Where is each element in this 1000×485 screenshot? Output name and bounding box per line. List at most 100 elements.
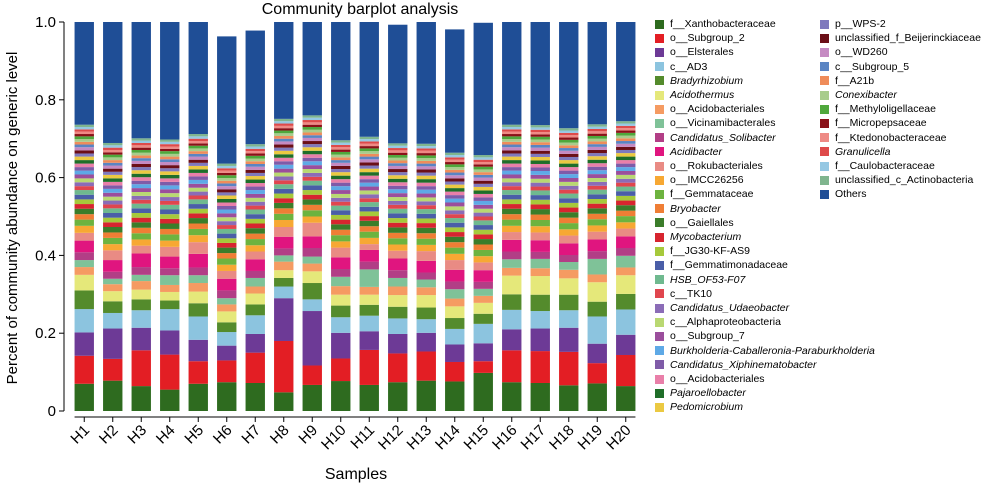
legend-item: Burkholderia-Caballeronia-Paraburkholder… bbox=[655, 344, 875, 358]
bar-segment-H6-1 bbox=[217, 360, 237, 383]
bar-segment-H8-36 bbox=[274, 125, 294, 129]
bar-segment-H9-21 bbox=[302, 169, 322, 173]
bar-segment-H6-34 bbox=[217, 175, 237, 178]
bar-segment-H12-10 bbox=[388, 250, 408, 259]
bar-segment-H9-30 bbox=[302, 137, 322, 142]
bar-stack-H18 bbox=[559, 22, 579, 411]
bar-segment-H7-7 bbox=[245, 277, 265, 287]
bar-segment-H20-1 bbox=[616, 354, 636, 387]
bar-segment-H20-15 bbox=[616, 200, 636, 206]
bar-segment-H17-4 bbox=[530, 294, 550, 312]
bar-segment-H7-37 bbox=[245, 148, 265, 152]
bar-segment-H11-13 bbox=[359, 226, 379, 232]
bar-segment-H16-21 bbox=[502, 178, 522, 183]
bar-segment-H15-38 bbox=[473, 157, 493, 160]
bar-segment-H19-12 bbox=[587, 219, 607, 226]
bar-segment-H7-33 bbox=[245, 158, 265, 162]
bar-segment-H7-3 bbox=[245, 315, 265, 334]
bar-segment-H14-32 bbox=[445, 169, 465, 173]
bar-segment-H4-31 bbox=[160, 159, 180, 163]
bar-segment-H1-1 bbox=[74, 355, 94, 384]
x-axis-label: Samples bbox=[325, 466, 387, 483]
bar-segment-H8-28 bbox=[274, 147, 294, 151]
x-tick-label-H9: H9 bbox=[295, 422, 321, 448]
bar-segment-H17-14 bbox=[530, 209, 550, 215]
bar-segment-H12-29 bbox=[388, 169, 408, 173]
bar-segment-H4-18 bbox=[160, 204, 180, 210]
bar-segment-H14-13 bbox=[445, 242, 465, 248]
bar-segment-H8-2 bbox=[274, 298, 294, 341]
bar-segment-H7-31 bbox=[245, 163, 265, 167]
legend-item: Bradyrhizobium bbox=[655, 74, 743, 88]
bar-segment-H14-31 bbox=[445, 172, 465, 176]
bar-segment-H10-14 bbox=[331, 224, 351, 230]
bar-segment-H9-12 bbox=[302, 210, 322, 217]
legend-label: o__Subgroup_7 bbox=[670, 330, 745, 343]
bar-segment-H3-34 bbox=[131, 149, 151, 153]
bar-segment-H11-2 bbox=[359, 331, 379, 350]
legend-item: o__IMCC26256 bbox=[655, 173, 744, 187]
bar-segment-H4-19 bbox=[160, 200, 180, 205]
bar-segment-H17-16 bbox=[530, 199, 550, 205]
bar-segment-H20-8 bbox=[616, 248, 636, 256]
bar-segment-H9-8 bbox=[302, 248, 322, 257]
bar-segment-H11-4 bbox=[359, 304, 379, 316]
bar-segment-H14-39 bbox=[445, 152, 465, 156]
bar-segment-H8-18 bbox=[274, 184, 294, 189]
bar-segment-H10-17 bbox=[331, 210, 351, 215]
bar-segment-H14-20 bbox=[445, 210, 465, 215]
bar-segment-H15-35 bbox=[473, 164, 493, 167]
bar-segment-H6-14 bbox=[217, 247, 237, 254]
bar-segment-H3-10 bbox=[131, 245, 151, 254]
bar-segment-H10-32 bbox=[331, 157, 351, 161]
bar-segment-H6-36 bbox=[217, 170, 237, 173]
bar-segment-H13-32 bbox=[416, 160, 436, 164]
bar-segment-H14-8 bbox=[445, 281, 465, 290]
bar-segment-H12-4 bbox=[388, 306, 408, 319]
bar-segment-H8-33 bbox=[274, 133, 294, 136]
bar-segment-H11-15 bbox=[359, 216, 379, 221]
bar-segment-H11-24 bbox=[359, 179, 379, 183]
bar-segment-H4-40 bbox=[160, 22, 180, 140]
legend-swatch bbox=[655, 346, 664, 356]
bar-segment-H4-39 bbox=[160, 139, 180, 142]
bar-segment-H3-31 bbox=[131, 158, 151, 161]
legend-item: Mycobacterium bbox=[655, 230, 741, 244]
bar-segment-H11-26 bbox=[359, 172, 379, 176]
bar-segment-H5-3 bbox=[188, 316, 208, 340]
bar-segment-H20-18 bbox=[616, 186, 636, 192]
bar-segment-H1-36 bbox=[74, 131, 94, 135]
bar-segment-H20-22 bbox=[616, 170, 636, 175]
bar-segment-H9-18 bbox=[302, 180, 322, 186]
bar-segment-H18-13 bbox=[559, 217, 579, 224]
bar-segment-H5-24 bbox=[188, 176, 208, 180]
bar-segment-H8-3 bbox=[274, 286, 294, 299]
bar-segment-H16-3 bbox=[502, 309, 522, 330]
bar-segment-H16-9 bbox=[502, 239, 522, 252]
bar-segment-H10-9 bbox=[331, 257, 351, 270]
bar-segment-H9-40 bbox=[302, 22, 322, 116]
bar-segment-H12-32 bbox=[388, 160, 408, 164]
bar-segment-H13-20 bbox=[416, 201, 436, 206]
bar-segment-H5-25 bbox=[188, 172, 208, 177]
bar-segment-H9-11 bbox=[302, 216, 322, 223]
legend-swatch bbox=[655, 175, 664, 185]
bar-segment-H17-27 bbox=[530, 156, 550, 161]
y-tick-label-0: 0 bbox=[48, 403, 56, 420]
bar-segment-H19-8 bbox=[587, 251, 607, 259]
legend-item: f__Caulobacteraceae bbox=[820, 159, 935, 173]
bar-segment-H11-16 bbox=[359, 211, 379, 217]
bar-segment-H3-33 bbox=[131, 152, 151, 156]
bar-segment-H16-8 bbox=[502, 251, 522, 260]
bar-segment-H4-37 bbox=[160, 144, 180, 147]
bar-segment-H11-29 bbox=[359, 162, 379, 166]
legend-swatch bbox=[655, 218, 664, 228]
bar-segment-H19-30 bbox=[587, 146, 607, 150]
bar-segment-H3-8 bbox=[131, 267, 151, 275]
bar-segment-H3-0 bbox=[131, 386, 151, 411]
bar-segment-H9-26 bbox=[302, 150, 322, 155]
bar-segment-H13-1 bbox=[416, 351, 436, 381]
legend-label: o__Acidobacteriales bbox=[670, 103, 765, 116]
bar-segment-H20-31 bbox=[616, 141, 636, 144]
legend-label: Bryobacter bbox=[670, 202, 721, 215]
